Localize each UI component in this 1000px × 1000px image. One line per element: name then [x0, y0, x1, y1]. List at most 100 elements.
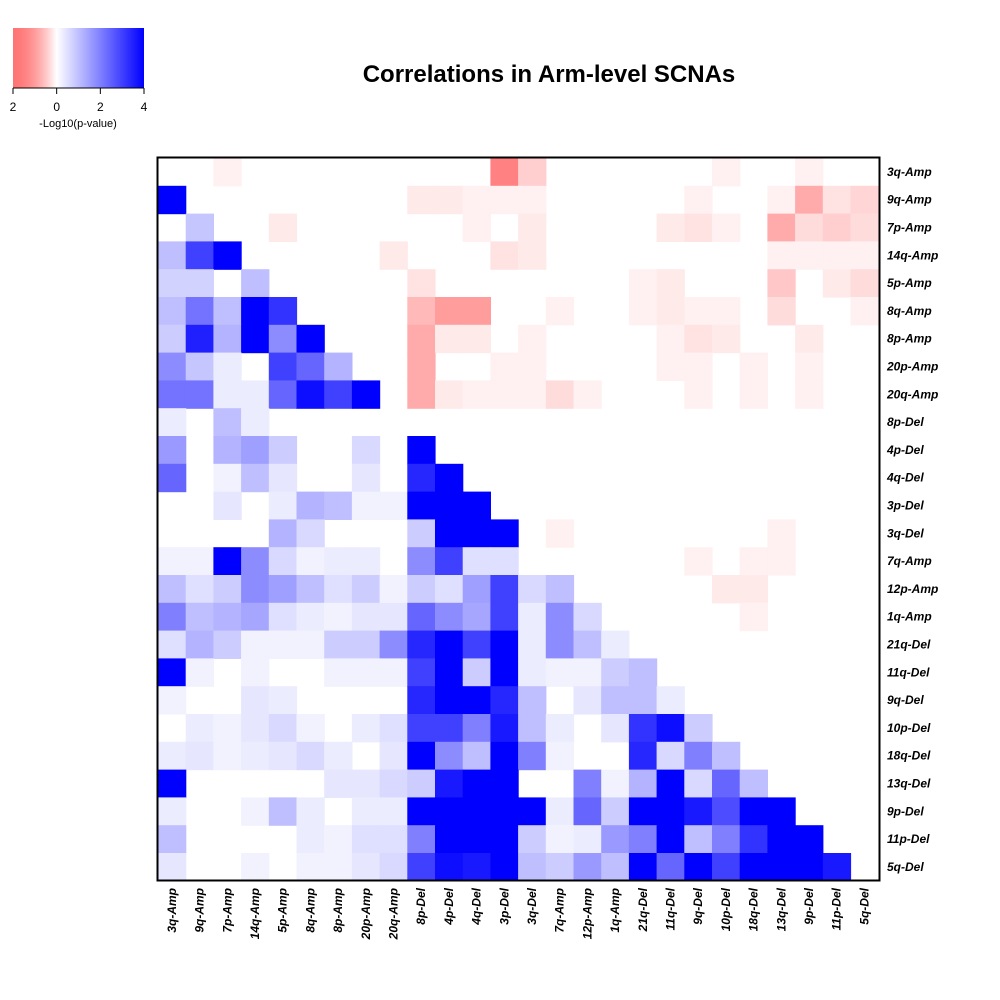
cell-10p-del-x-20q-amp — [379, 714, 408, 743]
cell-7q-amp-x-8q-amp — [296, 547, 325, 576]
col-label-4p-del: 4p-Del — [442, 887, 456, 925]
cell-3q-del-x-7q-amp — [545, 519, 575, 548]
cell-21q-del-x-5p-amp — [268, 630, 298, 659]
row-label-3p-del: 3p-Del — [887, 499, 924, 513]
cell-11p-del-x-3q-del — [518, 825, 547, 854]
cell-20q-amp-x-7q-amp — [545, 380, 575, 409]
cell-8p-amp-x-4p-del — [435, 324, 464, 354]
cell-8p-amp-x-3q-del — [518, 324, 547, 354]
col-label-8p-del: 8p-Del — [414, 887, 428, 924]
cell-13q-del-x-18q-del — [739, 769, 768, 798]
col-label-11q-del: 11q-Del — [663, 887, 677, 930]
cell-10p-del-x-4p-del — [435, 714, 464, 743]
row-label-11p-del: 11p-Del — [887, 832, 930, 846]
cell-9q-del-x-1q-amp — [601, 686, 630, 715]
cell-13q-del-x-12p-amp — [573, 769, 602, 798]
cell-20q-amp-x-18q-del — [739, 380, 768, 409]
chart-title: Correlations in Arm-level SCNAs — [363, 61, 736, 88]
cell-11p-del-x-3p-del — [490, 825, 519, 854]
legend-tick-label: 2 — [10, 100, 17, 114]
cell-4q-del-x-4p-del — [435, 463, 464, 493]
cell-11q-del-x-3p-del — [490, 658, 519, 687]
cell-5q-del-x-3q-del — [518, 853, 547, 882]
cell-9q-amp-x-3q-amp — [158, 185, 187, 215]
cell-20q-amp-x-3q-del — [518, 380, 547, 409]
cell-9p-del-x-20p-amp — [351, 797, 381, 826]
cell-11p-del-x-12p-amp — [573, 825, 602, 854]
cell-12p-amp-x-7q-amp — [545, 575, 575, 604]
plot-border — [156, 156, 881, 882]
cell-7q-amp-x-5p-amp — [268, 547, 298, 576]
cell-3q-del-x-13q-del — [767, 519, 796, 548]
cell-9p-del-x-10p-del — [712, 797, 741, 826]
cell-11q-del-x-4q-del — [462, 658, 491, 687]
cell-5p-amp-x-3q-amp — [158, 269, 187, 298]
cell-7q-amp-x-8p-amp — [324, 547, 353, 576]
cell-21q-del-x-9q-amp — [185, 630, 214, 659]
col-label-8q-amp: 8q-Amp — [303, 888, 317, 933]
cell-9q-amp-x-4q-del — [462, 185, 491, 215]
col-label-1q-amp: 1q-Amp — [608, 888, 622, 933]
cell-4p-del-x-7p-amp — [213, 436, 242, 465]
cell-8q-amp-x-9q-amp — [185, 297, 214, 326]
cell-13q-del-x-3q-amp — [158, 769, 187, 798]
cell-1q-amp-x-3q-amp — [158, 602, 187, 632]
cell-9p-del-x-21q-del — [628, 797, 658, 826]
cell-21q-del-x-3p-del — [490, 630, 519, 659]
cell-12p-amp-x-18q-del — [739, 575, 768, 604]
cell-20p-amp-x-8q-amp — [296, 352, 325, 381]
cell-3p-del-x-8p-del — [407, 491, 436, 520]
cell-7q-amp-x-3p-del — [490, 547, 519, 576]
cell-3q-del-x-5p-amp — [268, 519, 298, 548]
cell-3p-del-x-4p-del — [435, 491, 464, 520]
cell-3q-amp-x-3p-del — [490, 158, 519, 187]
cell-9p-del-x-11q-del — [656, 797, 685, 826]
cell-5q-del-x-18q-del — [739, 853, 768, 882]
cell-9q-amp-x-13q-del — [767, 185, 796, 215]
cell-12p-amp-x-8q-amp — [296, 575, 325, 604]
cell-9q-del-x-4p-del — [435, 686, 464, 715]
cell-9q-amp-x-9p-del — [795, 185, 824, 215]
cell-1q-amp-x-14q-amp — [241, 602, 270, 632]
cell-5p-amp-x-11q-del — [656, 269, 685, 298]
cell-12p-amp-x-7p-amp — [213, 575, 242, 604]
cell-10p-del-x-8q-amp — [296, 714, 325, 743]
column-labels: 3q-Amp 9q-Amp 7p-Amp 14q-Amp 5p-Amp 8q-Amp 8p-… — [165, 887, 871, 940]
row-label-4q-del: 4q-Del — [886, 471, 924, 485]
cell-8q-amp-x-5q-del — [850, 297, 879, 326]
cell-20p-amp-x-18q-del — [739, 352, 768, 381]
cell-11q-del-x-8p-del — [407, 658, 436, 687]
cell-1q-amp-x-8q-amp — [296, 602, 325, 632]
cell-14q-amp-x-9q-amp — [185, 241, 214, 270]
cell-11p-del-x-18q-del — [739, 825, 768, 854]
row-label-7p-amp: 7p-Amp — [887, 221, 932, 235]
cell-9q-del-x-3q-del — [518, 686, 547, 715]
cell-8p-amp-x-3q-amp — [158, 324, 187, 354]
cell-7q-amp-x-4q-del — [462, 547, 491, 576]
cell-3q-del-x-8q-amp — [296, 519, 325, 548]
cell-13q-del-x-8p-amp — [324, 769, 353, 798]
cell-3q-amp-x-3q-del — [518, 158, 547, 187]
cell-20p-amp-x-7p-amp — [213, 352, 242, 381]
cell-18q-del-x-3p-del — [490, 741, 519, 771]
cell-12p-amp-x-10p-del — [712, 575, 741, 604]
cell-21q-del-x-20q-amp — [379, 630, 408, 659]
cell-20p-amp-x-8p-del — [407, 352, 436, 381]
cell-20p-amp-x-8p-amp — [324, 352, 353, 381]
cell-11q-del-x-12p-amp — [573, 658, 602, 687]
cell-13q-del-x-3p-del — [490, 769, 519, 798]
cell-5q-del-x-8p-amp — [324, 853, 353, 882]
cell-5p-amp-x-11p-del — [822, 269, 852, 298]
col-label-5p-amp: 5p-Amp — [276, 888, 290, 933]
cell-5q-del-x-9q-del — [684, 853, 713, 882]
cell-8p-amp-x-8q-amp — [296, 324, 325, 354]
cell-20p-amp-x-3p-del — [490, 352, 519, 381]
cell-5q-del-x-13q-del — [767, 853, 796, 882]
cell-9q-amp-x-3q-del — [518, 185, 547, 215]
cell-9p-del-x-8q-amp — [296, 797, 325, 826]
cell-13q-del-x-1q-amp — [601, 769, 630, 798]
legend-title: -Log10(p-value) — [39, 118, 117, 130]
col-label-9q-del: 9q-Del — [691, 887, 705, 924]
cell-4p-del-x-8p-del — [407, 436, 436, 465]
cell-10p-del-x-3q-del — [518, 714, 547, 743]
